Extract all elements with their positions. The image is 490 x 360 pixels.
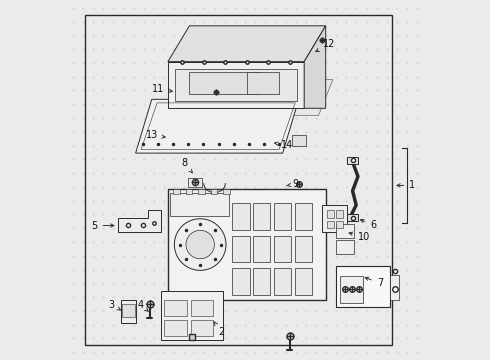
Text: 5: 5	[91, 221, 114, 230]
Bar	[191, 320, 214, 336]
Bar	[253, 268, 270, 295]
Bar	[274, 268, 291, 295]
Text: 13: 13	[146, 130, 165, 140]
Polygon shape	[168, 26, 326, 62]
Text: 9: 9	[287, 179, 298, 189]
Bar	[190, 72, 261, 94]
Polygon shape	[304, 26, 326, 108]
Bar	[340, 276, 364, 303]
Polygon shape	[390, 275, 399, 300]
Bar	[173, 189, 180, 194]
Polygon shape	[347, 157, 358, 164]
Bar	[337, 266, 390, 307]
Polygon shape	[174, 219, 226, 270]
Bar	[211, 189, 218, 194]
Polygon shape	[118, 211, 161, 232]
Bar	[164, 300, 187, 316]
Bar	[327, 210, 334, 218]
Text: 7: 7	[365, 277, 383, 288]
Polygon shape	[168, 62, 304, 108]
Bar	[198, 189, 205, 194]
Bar	[188, 178, 202, 187]
Bar	[253, 235, 270, 262]
Bar	[274, 235, 291, 262]
Text: 6: 6	[361, 219, 376, 230]
Polygon shape	[161, 80, 333, 116]
Bar	[164, 320, 187, 336]
Bar	[122, 300, 136, 323]
Bar	[295, 203, 312, 230]
Polygon shape	[186, 230, 214, 259]
Bar	[232, 235, 250, 262]
Bar	[337, 221, 343, 228]
Text: 4: 4	[138, 300, 148, 311]
Text: 8: 8	[181, 158, 193, 173]
Bar	[168, 189, 326, 300]
Bar	[175, 69, 297, 101]
Bar	[85, 15, 392, 345]
Bar	[295, 235, 312, 262]
Text: 1: 1	[397, 180, 416, 190]
Text: 12: 12	[316, 40, 336, 51]
Bar	[274, 203, 291, 230]
Bar	[186, 189, 192, 194]
Bar	[161, 291, 223, 339]
Polygon shape	[292, 135, 306, 146]
Text: 10: 10	[349, 232, 370, 242]
Text: 3: 3	[108, 300, 121, 310]
Bar	[337, 210, 343, 218]
Bar	[122, 305, 135, 317]
Bar	[322, 205, 347, 232]
Bar	[337, 240, 354, 253]
Polygon shape	[136, 99, 299, 153]
Bar	[327, 221, 334, 228]
Bar	[247, 72, 279, 94]
Text: 14: 14	[274, 140, 294, 150]
Bar	[253, 203, 270, 230]
Text: 11: 11	[152, 84, 172, 94]
Bar	[295, 268, 312, 295]
Bar	[191, 300, 214, 316]
Text: 2: 2	[214, 322, 225, 337]
Bar	[337, 225, 354, 238]
Bar	[232, 268, 250, 295]
Bar	[170, 193, 229, 216]
Bar	[232, 203, 250, 230]
Polygon shape	[347, 214, 358, 221]
Bar	[223, 189, 230, 194]
